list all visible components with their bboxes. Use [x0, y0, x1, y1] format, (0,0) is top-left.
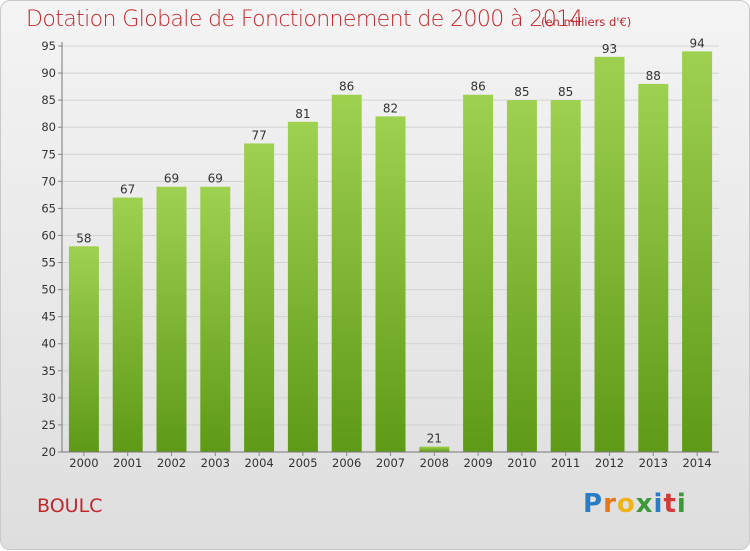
- data-label: 88: [646, 69, 661, 83]
- bar: [506, 100, 537, 452]
- bar: [419, 446, 450, 452]
- bar: [331, 94, 362, 452]
- y-tick-label: 65: [41, 201, 56, 215]
- y-tick-label: 45: [41, 310, 56, 324]
- bar: [68, 246, 99, 452]
- data-label: 81: [295, 107, 310, 121]
- x-tick-label: 2010: [507, 456, 536, 470]
- data-label: 82: [383, 101, 398, 115]
- data-label: 94: [689, 36, 704, 50]
- data-label: 69: [164, 172, 179, 186]
- y-tick-label: 60: [41, 228, 56, 242]
- data-label: 86: [470, 80, 485, 94]
- bar: [200, 186, 231, 452]
- commune-name: BOULC: [37, 495, 103, 517]
- label-layer: 58 67 69 69 77 81 86 82 21 86 85 85 93 88 94: [76, 36, 704, 445]
- bar: [682, 51, 713, 453]
- bar: [463, 94, 494, 452]
- x-tick-label: 2001: [113, 456, 142, 470]
- data-label: 69: [208, 172, 223, 186]
- data-label: 58: [76, 231, 91, 245]
- y-tick-label: 20: [41, 445, 56, 459]
- y-tick-label: 30: [41, 391, 56, 405]
- bar: [375, 116, 406, 452]
- logo-letter: t: [663, 489, 677, 519]
- data-label: 77: [251, 128, 266, 142]
- unit-note: (en milliers d'€): [541, 15, 632, 29]
- x-tick-label: 2013: [639, 456, 668, 470]
- x-tick-label: 2003: [201, 456, 230, 470]
- bar: [112, 197, 143, 452]
- y-tick-label: 75: [41, 147, 56, 161]
- y-tick-label: 80: [41, 120, 56, 134]
- y-tick-label: 95: [41, 39, 56, 53]
- logo-letter: P: [583, 489, 604, 519]
- y-tick-label: 90: [41, 66, 56, 80]
- y-tick-label: 25: [41, 418, 56, 432]
- x-tick-label: 2002: [157, 456, 186, 470]
- data-label: 85: [558, 85, 573, 99]
- y-tick-label: 55: [41, 256, 56, 270]
- bar-layer: [68, 51, 713, 453]
- y-tick-label: 50: [41, 283, 56, 297]
- y-tick-label: 70: [41, 174, 56, 188]
- bar: [244, 143, 275, 452]
- x-tick-label: 2014: [682, 456, 711, 470]
- x-tick-label: 2009: [463, 456, 492, 470]
- data-label: 85: [514, 85, 529, 99]
- bar: [287, 121, 318, 452]
- data-label: 93: [602, 42, 617, 56]
- logo-letter: i: [676, 489, 687, 519]
- data-label: 86: [339, 80, 354, 94]
- x-tick-label: 2006: [332, 456, 361, 470]
- x-tick-label: 2007: [376, 456, 405, 470]
- bar: [156, 186, 187, 452]
- bar: [594, 56, 625, 453]
- y-tick-label: 85: [41, 93, 56, 107]
- logo-letter: i: [653, 489, 664, 519]
- logo-letter: o: [616, 489, 636, 519]
- chart-title: Dotation Globale de Fonctionnement de 20…: [26, 7, 584, 32]
- logo-letter: r: [603, 489, 617, 519]
- x-tick-label: 2012: [595, 456, 624, 470]
- x-tick-label: 2005: [288, 456, 317, 470]
- bar: [550, 100, 581, 452]
- logo-letter: x: [635, 489, 654, 519]
- y-tick-label: 40: [41, 337, 56, 351]
- data-label: 21: [427, 432, 442, 446]
- x-tick-label: 2008: [420, 456, 449, 470]
- axis-layer: 20 25 30 35 40 45 50 55 60 65 70 75 80 85 90 95 2000 2001…: [41, 39, 719, 470]
- x-tick-label: 2011: [551, 456, 580, 470]
- data-label: 67: [120, 183, 135, 197]
- bar: [638, 83, 669, 452]
- y-tick-label: 35: [41, 364, 56, 378]
- x-tick-label: 2000: [69, 456, 98, 470]
- proxiti-logo[interactable]: Proxiti: [583, 489, 687, 519]
- x-tick-label: 2004: [244, 456, 273, 470]
